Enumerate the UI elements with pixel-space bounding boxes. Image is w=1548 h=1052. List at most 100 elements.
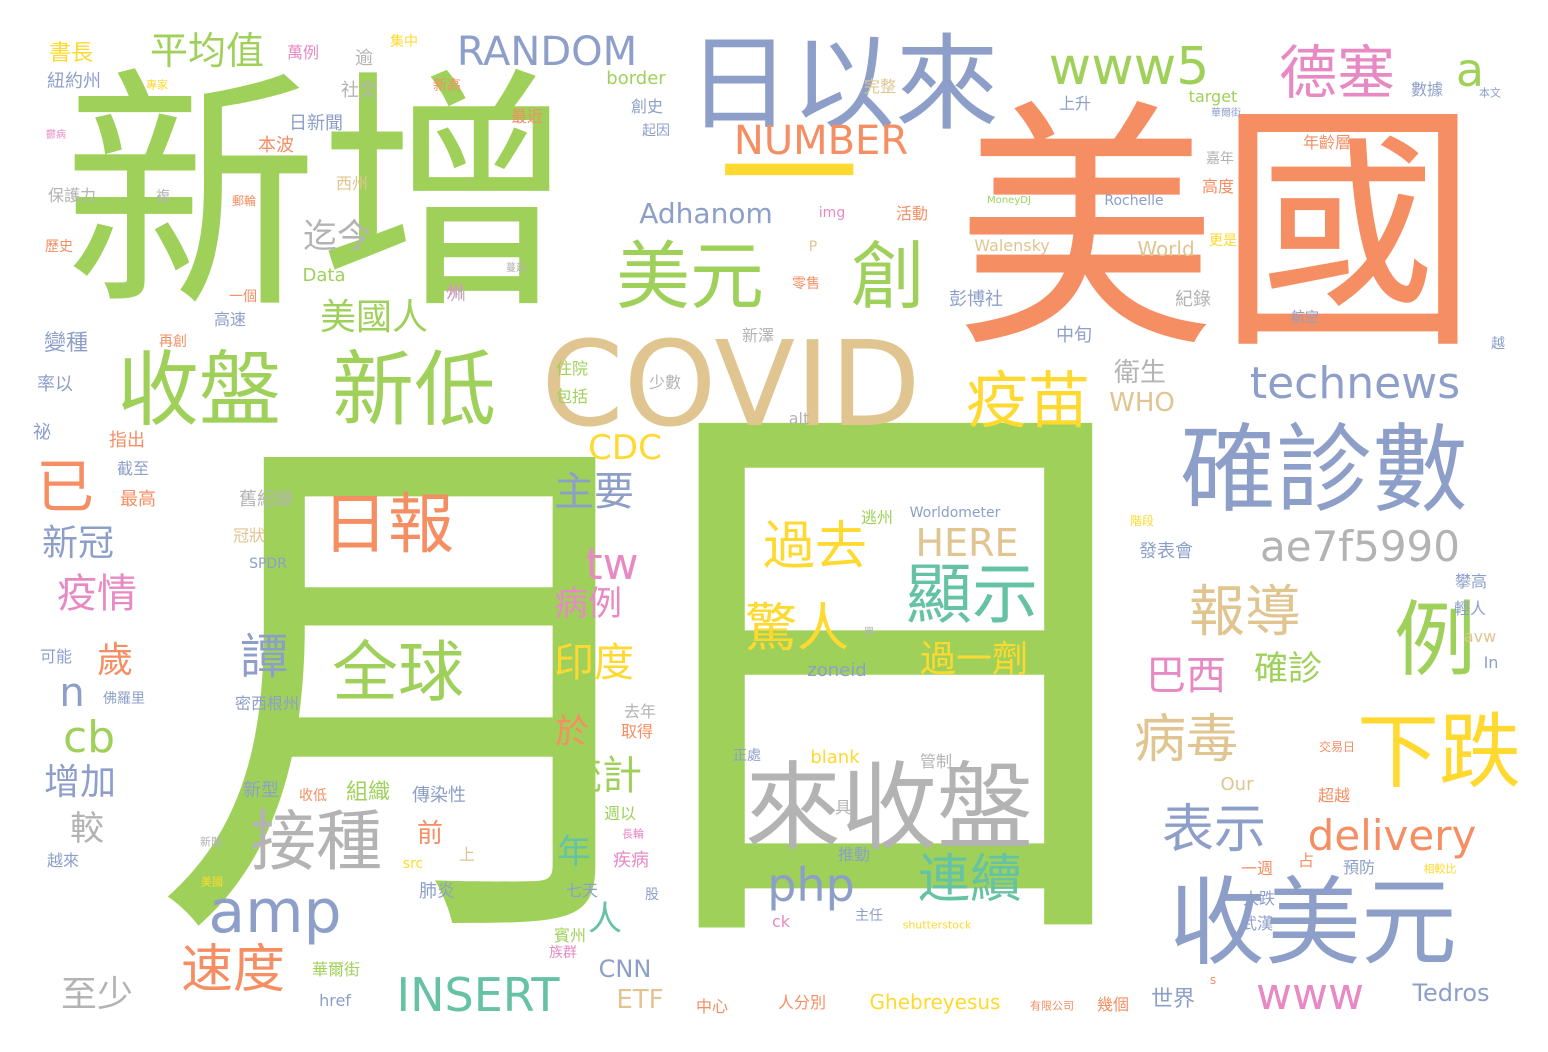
cloud-word: 去年 (623, 702, 657, 721)
cloud-word: 新高 (433, 78, 461, 94)
cloud-word: WHO (1109, 388, 1175, 418)
cloud-word: CDC (588, 428, 662, 468)
cloud-word: 疫苗 (965, 364, 1091, 437)
cloud-word: 於 (555, 712, 589, 752)
cloud-word: 發表會 (1139, 541, 1193, 562)
cloud-word: 譚 (239, 629, 289, 685)
cloud-word: 日報 (322, 486, 454, 563)
cloud-word: 截至 (116, 459, 150, 478)
cloud-word: 日 (593, 329, 1193, 1028)
cloud-word: 有限公司 (1030, 999, 1074, 1013)
cloud-word: 華爾街 (1211, 108, 1241, 119)
cloud-word: RANDOM (456, 29, 638, 75)
cloud-word: 上 (458, 845, 476, 864)
cloud-word: 收盤 (116, 343, 282, 438)
cloud-word: 主要 (554, 469, 634, 515)
cloud-word: 美國人 (319, 297, 429, 338)
cloud-word: 具 (834, 798, 852, 817)
cloud-word: 統計 (562, 753, 642, 799)
cloud-word: www5 (1048, 37, 1210, 97)
cloud-word: 集中 (390, 34, 418, 50)
cloud-word: 彭博社 (949, 289, 1003, 310)
cloud-word: 華爾街 (311, 960, 361, 979)
cloud-word: 專家 (146, 78, 168, 92)
cloud-word: 推動 (837, 845, 871, 864)
cloud-word: 嘉年 (1206, 151, 1234, 167)
cloud-word: 印度 (554, 640, 634, 686)
cloud-word: 股 (645, 887, 659, 903)
cloud-word: 新型 (243, 780, 279, 801)
cloud-word: 完整 (863, 77, 897, 96)
cloud-word: 全球 (332, 634, 464, 711)
cloud-word: 再創 (159, 334, 187, 350)
cloud-word: php (767, 858, 855, 912)
cloud-word: ck (771, 912, 791, 931)
cloud-word: 疫情 (57, 571, 137, 617)
cloud-word: 世界 (1150, 987, 1196, 1012)
cloud-word: 紀錄 (1175, 289, 1211, 310)
cloud-word: 書長 (48, 41, 94, 66)
cloud-word: 新冠 (41, 523, 115, 564)
cloud-word: 州 (446, 282, 464, 303)
cloud-word: Data (302, 265, 346, 286)
cloud-word: 冠狀 (232, 526, 266, 545)
cloud-word: 最高 (120, 489, 156, 510)
cloud-word: 接種 (250, 803, 382, 880)
cloud-word: 德塞 (1278, 39, 1396, 107)
cloud-word: MoneyDJ (987, 195, 1031, 206)
cloud-word: delivery (1307, 811, 1477, 860)
cloud-word: 階段 (1129, 514, 1155, 528)
cloud-word: 肺炎 (419, 881, 455, 902)
cloud-word: 黑 (863, 625, 875, 639)
cloud-word: 社交 (341, 80, 377, 101)
cloud-word: 西州 (335, 174, 369, 193)
cloud-word: Tedros (1412, 979, 1490, 1007)
cloud-word: 起因 (642, 123, 670, 139)
cloud-word: 複 (156, 189, 170, 205)
cloud-word: 少數 (648, 373, 682, 392)
cloud-word: 越 (1491, 336, 1505, 352)
cloud-word: HERE (915, 521, 1019, 565)
cloud-word: 日以來 (686, 23, 1000, 145)
cloud-word: 日新聞 (289, 113, 343, 134)
cloud-word: 攀高 (1454, 572, 1488, 591)
cloud-word: tw (585, 539, 639, 590)
cloud-word: n (59, 670, 85, 716)
cloud-word: 紐約州 (47, 71, 101, 92)
cloud-word: 疾病 (613, 850, 649, 871)
cloud-word: 病毒 (1133, 710, 1239, 770)
cloud-word: 蔓延 (506, 263, 526, 274)
cloud-word: target (1188, 87, 1238, 106)
cloud-word: 表示 (1161, 800, 1267, 860)
cloud-word: 已 (35, 453, 95, 521)
cloud-word: 確診 (1254, 649, 1322, 689)
cloud-word: 率以 (37, 374, 73, 395)
cloud-word: 前 (416, 819, 444, 849)
cloud-word: 月 (152, 382, 692, 1010)
cloud-word: 收美元 (1169, 867, 1457, 979)
cloud-word: INSERT (396, 968, 560, 1022)
cloud-word: 來收盤 (745, 752, 1033, 864)
cloud-word: 武漢 (1240, 914, 1274, 933)
cloud-word: 越來 (46, 851, 80, 870)
cloud-word: 驚人 (744, 599, 850, 659)
cloud-word: 萬例 (286, 43, 320, 62)
cloud-word: 大跌 (1242, 889, 1276, 908)
cloud-word: 新聞 (200, 835, 222, 849)
cloud-word: 衛生 (1113, 358, 1167, 388)
cloud-word: 鬱病 (46, 130, 66, 141)
cloud-word: 長輪 (622, 827, 644, 841)
cloud-word: ETF (616, 985, 664, 1015)
cloud-word: 交易日 (1318, 740, 1356, 754)
cloud-word: 新增 (62, 47, 574, 345)
cloud-word: 州 (449, 285, 467, 304)
cloud-word: 週以 (603, 804, 637, 823)
cloud-word: CNN (598, 955, 652, 983)
cloud-word: 組織 (345, 780, 391, 805)
cloud-word: Our (1220, 774, 1254, 795)
cloud-word: 上升 (1058, 94, 1092, 113)
cloud-word: SPDR (249, 556, 287, 572)
cloud-word: 報導 (1189, 580, 1301, 645)
cloud-word: 本波 (258, 135, 294, 156)
